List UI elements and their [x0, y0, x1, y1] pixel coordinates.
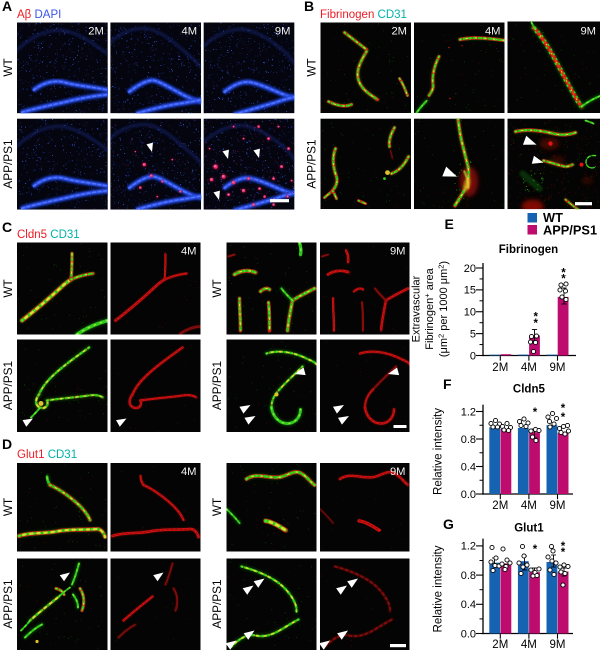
- svg-text:4M: 4M: [181, 245, 197, 257]
- svg-text:4M: 4M: [521, 500, 537, 512]
- svg-text:4M: 4M: [181, 466, 197, 478]
- svg-text:*: *: [533, 407, 538, 419]
- svg-text:D: D: [2, 436, 12, 452]
- svg-text:Extravascular: Extravascular: [411, 275, 423, 342]
- svg-text:WT: WT: [1, 498, 15, 516]
- svg-text:Cldn5 CD31: Cldn5 CD31: [17, 229, 80, 241]
- svg-text:9M: 9M: [275, 25, 291, 37]
- svg-text:B: B: [304, 0, 314, 14]
- svg-text:Glut1: Glut1: [514, 523, 544, 535]
- svg-text:APP/PS1: APP/PS1: [543, 222, 597, 237]
- svg-text:*: *: [534, 318, 539, 330]
- svg-text:WT: WT: [305, 58, 319, 76]
- svg-text:G: G: [443, 516, 454, 532]
- svg-text:9M: 9M: [390, 245, 406, 257]
- svg-text:*: *: [561, 412, 566, 424]
- svg-text:(μm2 per 1000 μm2): (μm2 per 1000 μm2): [437, 261, 451, 357]
- svg-text:0.0: 0.0: [461, 628, 476, 640]
- svg-text:*: *: [561, 273, 566, 285]
- svg-text:0.4: 0.4: [461, 461, 476, 473]
- svg-text:A: A: [2, 0, 12, 14]
- svg-text:2M: 2M: [492, 500, 508, 512]
- svg-text:2M: 2M: [88, 25, 104, 37]
- svg-text:Cldn5: Cldn5: [513, 384, 546, 396]
- svg-text:4M: 4M: [521, 362, 537, 374]
- svg-text:Relative intensity: Relative intensity: [433, 545, 445, 632]
- svg-text:C: C: [2, 219, 12, 235]
- svg-text:APP/PS1: APP/PS1: [305, 139, 319, 188]
- svg-text:0.8: 0.8: [461, 434, 476, 446]
- svg-text:Aβ DAPI: Aβ DAPI: [17, 9, 61, 21]
- svg-text:APP/PS1: APP/PS1: [1, 361, 15, 410]
- svg-text:*: *: [561, 541, 566, 553]
- svg-text:APP/PS1: APP/PS1: [1, 139, 15, 188]
- svg-text:WT: WT: [210, 279, 224, 297]
- svg-text:9M: 9M: [390, 466, 406, 478]
- svg-text:5: 5: [470, 328, 476, 340]
- svg-text:*: *: [561, 403, 566, 415]
- svg-text:Fibrinogen+ area: Fibrinogen+ area: [423, 267, 437, 349]
- svg-text:9M: 9M: [550, 500, 566, 512]
- svg-text:9M: 9M: [580, 25, 596, 37]
- svg-text:10: 10: [464, 307, 476, 319]
- svg-text:*: *: [534, 312, 539, 324]
- svg-text:4M: 4M: [485, 25, 501, 37]
- svg-text:*: *: [561, 547, 566, 559]
- svg-text:9M: 9M: [550, 639, 566, 651]
- svg-text:4M: 4M: [521, 639, 537, 651]
- svg-text:WT: WT: [1, 279, 15, 297]
- svg-text:2M: 2M: [492, 639, 508, 651]
- svg-text:Fibrinogen CD31: Fibrinogen CD31: [320, 9, 407, 21]
- svg-text:0.0: 0.0: [461, 489, 476, 501]
- svg-text:APP/PS1: APP/PS1: [210, 579, 224, 628]
- svg-text:WT: WT: [543, 210, 563, 225]
- svg-text:APP/PS1: APP/PS1: [210, 361, 224, 410]
- svg-text:WT: WT: [210, 498, 224, 516]
- svg-text:Relative intensity: Relative intensity: [433, 408, 445, 495]
- svg-text:Fibrinogen: Fibrinogen: [499, 244, 558, 256]
- svg-text:20: 20: [464, 263, 476, 275]
- svg-text:2M: 2M: [492, 362, 508, 374]
- svg-text:9M: 9M: [550, 362, 566, 374]
- svg-text:1.2: 1.2: [461, 406, 476, 418]
- svg-text:*: *: [533, 544, 538, 556]
- svg-text:E: E: [445, 216, 454, 232]
- svg-text:1.2: 1.2: [461, 541, 476, 553]
- svg-text:Glut1 CD31: Glut1 CD31: [17, 449, 77, 461]
- svg-text:F: F: [443, 376, 452, 392]
- svg-text:2M: 2M: [391, 25, 407, 37]
- svg-text:15: 15: [464, 285, 476, 297]
- svg-text:0.8: 0.8: [461, 570, 476, 582]
- svg-text:0.4: 0.4: [461, 599, 476, 611]
- svg-text:WT: WT: [1, 58, 15, 76]
- svg-text:4M: 4M: [182, 25, 198, 37]
- svg-text:0: 0: [470, 350, 476, 362]
- svg-text:*: *: [561, 267, 566, 279]
- svg-text:APP/PS1: APP/PS1: [1, 579, 15, 628]
